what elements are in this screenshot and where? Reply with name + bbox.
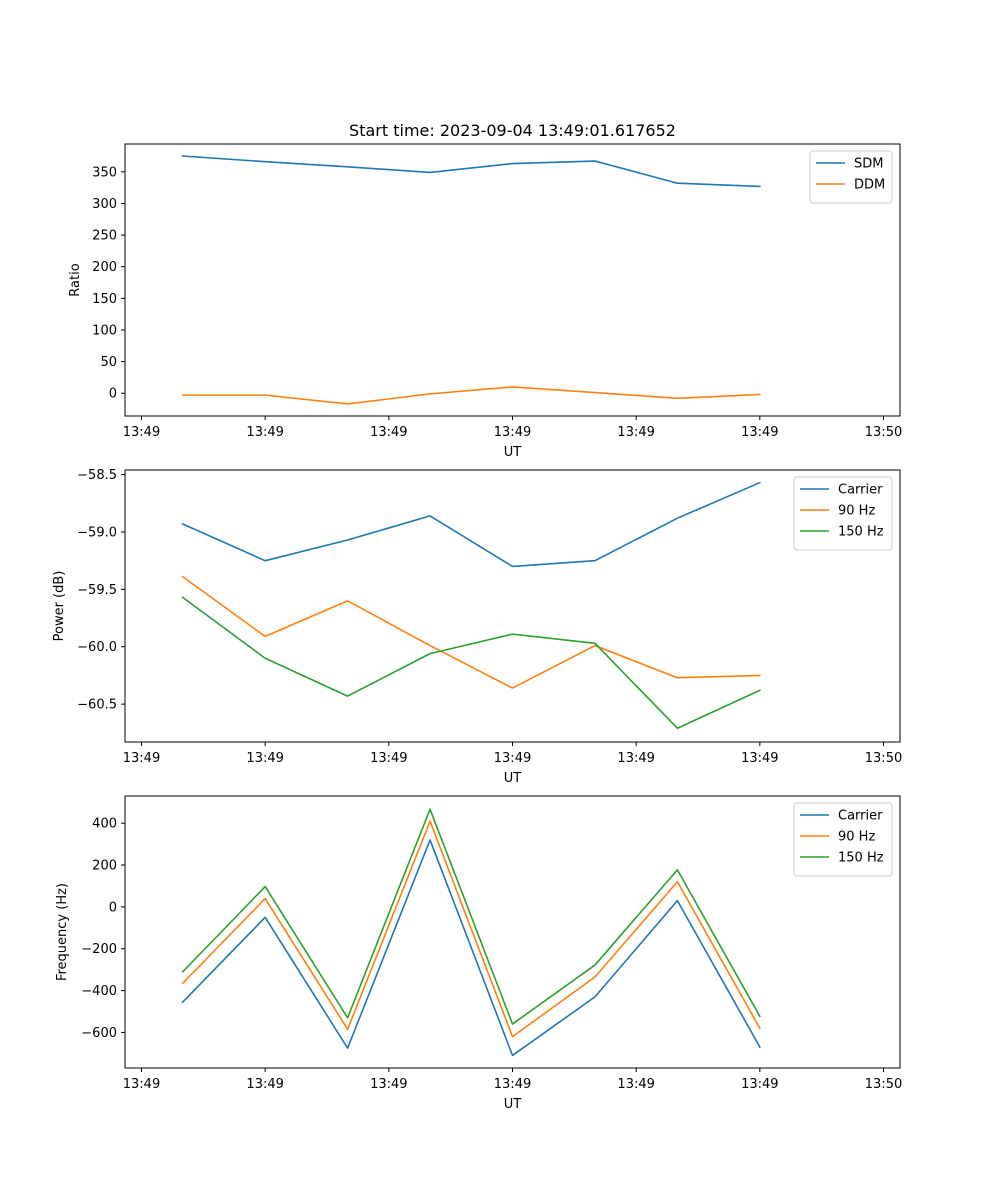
- x-tick-label: 13:49: [123, 751, 160, 766]
- y-tick-label: −59.0: [77, 525, 117, 540]
- x-tick-label: 13:49: [617, 751, 654, 766]
- y-tick-label: 250: [92, 229, 117, 244]
- x-tick-label: 13:50: [865, 1077, 902, 1092]
- y-tick-label: −59.5: [77, 583, 117, 598]
- x-tick-label: 13:49: [617, 425, 654, 440]
- ratio-panel: Start time: 2023-09-04 13:49:01.617652 13…: [68, 121, 902, 460]
- x-tick-label: 13:49: [370, 1077, 407, 1092]
- legend-label: Carrier: [838, 809, 883, 824]
- legend-label: Carrier: [838, 483, 883, 498]
- y-tick-label: 200: [92, 859, 117, 874]
- y-tick-label: 200: [92, 260, 117, 275]
- legend: SDM DDM: [809, 150, 893, 204]
- legend: Carrier 90 Hz 150 Hz: [793, 802, 893, 877]
- y-tick-label: −60.5: [77, 698, 117, 713]
- y-tick-label: −200: [81, 942, 117, 957]
- x-tick-label: 13:49: [741, 1077, 778, 1092]
- x-tick-label: 13:49: [123, 1077, 160, 1092]
- chart-title: Start time: 2023-09-04 13:49:01.617652: [349, 121, 676, 140]
- series-line-90-hz: [181, 575, 761, 689]
- y-tick-label: 350: [92, 165, 117, 180]
- x-tick-label: 13:49: [246, 1077, 283, 1092]
- x-tick-label: 13:49: [246, 751, 283, 766]
- frequency-panel: 13:49 13:49 13:49 13:49 13:49 13:49 13:50 −600 −…: [55, 795, 902, 1112]
- series-line-150-hz: [181, 596, 761, 730]
- y-tick-label: −58.5: [77, 468, 117, 483]
- y-axis-label: Frequency (Hz): [55, 883, 70, 981]
- y-tick-label: −600: [81, 1026, 117, 1041]
- y-tick-label: 50: [100, 355, 117, 370]
- series-line-90-hz: [181, 820, 761, 1038]
- legend-label: DDM: [854, 178, 885, 193]
- x-tick-label: 13:49: [123, 425, 160, 440]
- series-line-carrier: [181, 839, 761, 1057]
- legend-label: 150 Hz: [838, 851, 884, 866]
- x-axis-label: UT: [504, 445, 522, 460]
- x-axis-label: UT: [504, 1097, 522, 1112]
- series-line-150-hz: [181, 808, 761, 1025]
- y-axis-label: Ratio: [68, 263, 83, 296]
- x-tick-label: 13:49: [617, 1077, 654, 1092]
- x-tick-label: 13:49: [741, 751, 778, 766]
- y-tick-label: 300: [92, 197, 117, 212]
- x-tick-label: 13:49: [741, 425, 778, 440]
- legend-label: 150 Hz: [838, 525, 884, 540]
- y-axis-label: Power (dB): [52, 571, 67, 642]
- legend-label: SDM: [854, 157, 883, 172]
- y-tick-label: −400: [81, 984, 117, 999]
- x-tick-label: 13:49: [370, 751, 407, 766]
- legend: Carrier 90 Hz 150 Hz: [793, 476, 893, 551]
- x-tick-label: 13:49: [494, 751, 531, 766]
- power-panel: 13:49 13:49 13:49 13:49 13:49 13:49 13:50 −60.5…: [52, 468, 902, 786]
- y-tick-label: 0: [109, 387, 117, 402]
- x-tick-label: 13:50: [865, 751, 902, 766]
- x-tick-label: 13:49: [370, 425, 407, 440]
- series-line-ddm: [181, 386, 761, 405]
- legend-label: 90 Hz: [838, 830, 875, 845]
- y-tick-label: 0: [109, 900, 117, 915]
- y-tick-label: 150: [92, 292, 117, 307]
- x-tick-label: 13:50: [865, 425, 902, 440]
- legend-box: [809, 150, 893, 204]
- x-tick-label: 13:49: [494, 1077, 531, 1092]
- y-tick-label: 400: [92, 817, 117, 832]
- series-line-sdm: [181, 155, 761, 188]
- x-axis-label: UT: [504, 771, 522, 786]
- legend-label: 90 Hz: [838, 504, 875, 519]
- x-tick-label: 13:49: [246, 425, 283, 440]
- y-tick-label: −60.0: [77, 640, 117, 655]
- x-tick-label: 13:49: [494, 425, 531, 440]
- series-line-carrier: [181, 481, 761, 568]
- y-tick-label: 100: [92, 323, 117, 338]
